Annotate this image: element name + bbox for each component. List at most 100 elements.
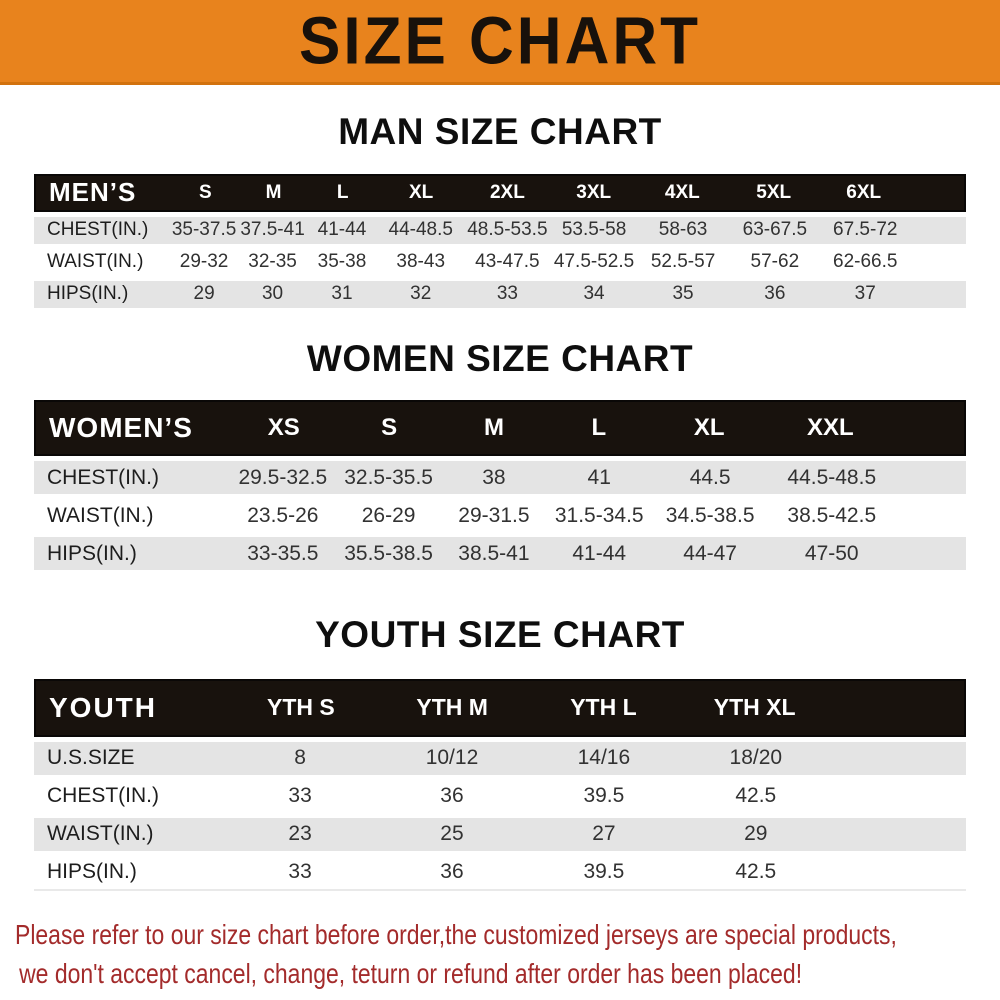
column-header: XL (408, 181, 434, 203)
column-header: YTH M (416, 694, 488, 721)
table-cell: 29-32 (179, 251, 229, 273)
section-heading: MAN SIZE CHART (338, 111, 662, 152)
table-cell: 62-66.5 (833, 251, 898, 273)
table-cell: 29-31.5 (458, 503, 530, 527)
row-label: WAIST(IN.) (47, 503, 154, 527)
table-cell: 39.5 (583, 860, 625, 884)
page-title: SIZE CHART (299, 3, 701, 79)
table-cell: 38-43 (396, 251, 446, 273)
table-row: HIPS(IN.) 33-35.5 35.5-38.5 38.5-41 41-44 44-… (34, 537, 966, 571)
table-cell: 63-67.5 (742, 219, 808, 241)
size-table: MEN’S S M L XL 2XL 3XL 4XL 5XL 6XL CHEST(IN.) 35-37… (34, 173, 966, 308)
row-label: WAIST(IN.) (47, 251, 144, 273)
table-cell: 43-47.5 (475, 251, 540, 273)
table-cell: 26-29 (361, 503, 416, 527)
table-cell: 14/16 (577, 746, 631, 770)
column-header: L (591, 414, 607, 442)
table-cell: 33 (496, 283, 518, 305)
column-header: 5XL (756, 181, 792, 203)
table-header-row: MEN’S S M L XL 2XL 3XL 4XL 5XL 6XL (34, 173, 966, 212)
size-table: YOUTH YTH S YTH M YTH L YTH XL U.S.SIZE 8 10/12… (34, 678, 966, 889)
table-cell: 29 (744, 822, 768, 846)
column-header: 6XL (846, 181, 882, 203)
table-cell: 10/12 (425, 746, 479, 770)
column-header: L (336, 181, 349, 203)
table-cell: 23 (288, 822, 312, 846)
section-youth-size-chart: YOUTH SIZE CHART YOUTH YTH S YTH M YTH L YTH … (0, 614, 1000, 889)
section-man-size-chart: MAN SIZE CHART MEN’S S M L XL 2XL 3XL 4XL 5XL 6XL C… (0, 111, 1000, 308)
table-cell: 48.5-53.5 (467, 219, 548, 241)
table-title-cell: YOUTH (49, 691, 157, 723)
table-title-cell: MEN’S (49, 177, 137, 208)
table-cell: 32.5-35.5 (344, 465, 433, 489)
table-cell: 36 (440, 860, 464, 884)
row-label: HIPS(IN.) (47, 541, 137, 565)
table-cell: 37.5-41 (240, 219, 305, 241)
table-cell: 34.5-38.5 (665, 503, 755, 527)
column-header: M (483, 414, 504, 442)
table-cell: 35 (672, 283, 694, 305)
table-cell: 33 (288, 860, 312, 884)
table-title-cell: WOMEN’S (49, 412, 193, 444)
column-header: XXL (806, 414, 854, 442)
table-cell: 47.5-52.5 (553, 251, 635, 273)
table-cell: 44-48.5 (388, 219, 453, 241)
section-women-size-chart: WOMEN SIZE CHART WOMEN’S XS S M L XL XXL CHEST(I… (0, 338, 1000, 571)
table-row: WAIST(IN.) 23.5-26 26-29 29-31.5 31.5-34.5 34… (34, 499, 966, 533)
footer-line-1: Please refer to our size chart before or… (15, 918, 897, 950)
table-cell: 29.5-32.5 (238, 465, 328, 489)
table-cell: 31.5-34.5 (554, 503, 644, 527)
row-label: CHEST(IN.) (47, 219, 149, 241)
column-header: 2XL (489, 181, 525, 203)
table-cell: 38.5-41 (458, 541, 530, 565)
table-cell: 31 (331, 283, 353, 305)
table-cell: 53.5-58 (561, 219, 627, 241)
column-header: 4XL (664, 181, 700, 203)
table-cell: 35-37.5 (171, 219, 237, 241)
column-header: YTH L (570, 694, 637, 721)
table-cell: 37 (854, 283, 876, 305)
table-row: U.S.SIZE 8 10/12 14/16 18/20 (34, 741, 966, 775)
footer-line-2: we don't accept cancel, change, teturn o… (19, 957, 803, 989)
table-cell: 38 (482, 465, 506, 489)
table-cell: 44.5 (689, 465, 731, 489)
table-row: CHEST(IN.) 33 36 39.5 42.5 (34, 779, 966, 813)
sections-container: MAN SIZE CHART MEN’S S M L XL 2XL 3XL 4XL 5XL 6XL C… (0, 111, 1000, 889)
table-cell: 29 (193, 283, 215, 305)
table-row: WAIST(IN.) 29-32 32-35 35-38 38-43 43-47.5 47.… (34, 248, 966, 276)
table-row: HIPS(IN.) 33 36 39.5 42.5 (34, 855, 966, 889)
table-row: WAIST(IN.) 23 25 27 29 (34, 817, 966, 851)
table-cell: 35-38 (317, 251, 367, 273)
row-label: WAIST(IN.) (47, 822, 154, 846)
column-header: XL (693, 414, 725, 442)
table-cell: 57-62 (750, 251, 800, 273)
row-label: CHEST(IN.) (47, 465, 159, 489)
table-cell: 38.5-42.5 (787, 503, 877, 527)
table-cell: 41-44 (317, 219, 367, 241)
size-table: WOMEN’S XS S M L XL XXL CHEST(IN.) 29.5-32.5 32.5… (34, 400, 966, 571)
banner: SIZE CHART (0, 0, 1000, 85)
column-header: M (265, 181, 282, 203)
table-header-row: YOUTH YTH S YTH M YTH L YTH XL (34, 678, 966, 737)
table-cell: 44.5-48.5 (787, 465, 877, 489)
column-header: 3XL (576, 181, 612, 203)
column-header: YTH S (267, 694, 335, 721)
table-cell: 30 (261, 283, 284, 305)
table-cell: 35.5-38.5 (344, 541, 433, 565)
table-cell: 8 (294, 746, 306, 770)
table-row: CHEST(IN.) 35-37.5 37.5-41 41-44 44-48.5 48.5… (34, 216, 966, 244)
section-heading: WOMEN SIZE CHART (306, 337, 694, 379)
column-header: YTH XL (713, 694, 796, 721)
table-cell: 41-44 (572, 541, 627, 565)
table-cell: 18/20 (729, 746, 783, 770)
table-cell: 23.5-26 (247, 503, 319, 527)
row-label: HIPS(IN.) (47, 860, 137, 884)
table-cell: 42.5 (735, 860, 777, 884)
table-cell: 39.5 (583, 784, 625, 808)
footer-note: Please refer to our size chart before or… (0, 915, 1000, 993)
table-cell: 33 (288, 784, 312, 808)
column-header: S (381, 414, 398, 442)
section-heading: YOUTH SIZE CHART (315, 614, 685, 656)
row-label: HIPS(IN.) (47, 283, 129, 305)
